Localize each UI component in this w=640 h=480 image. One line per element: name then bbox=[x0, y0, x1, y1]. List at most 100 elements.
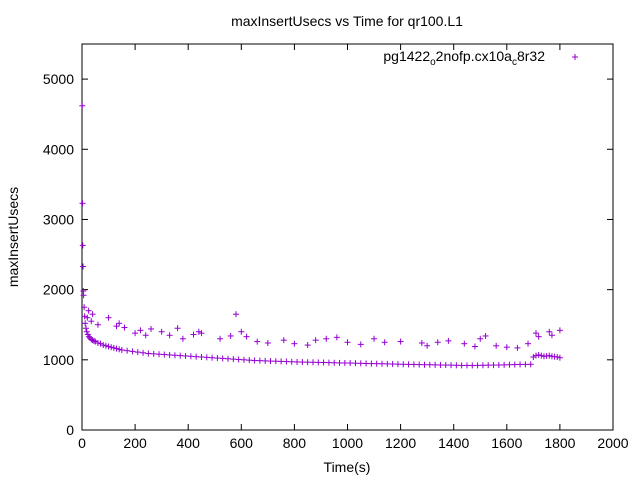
data-point bbox=[490, 362, 497, 369]
data-point bbox=[124, 347, 131, 354]
data-point bbox=[506, 361, 513, 368]
x-axis-label: Time(s) bbox=[324, 459, 371, 475]
data-point bbox=[264, 339, 271, 346]
x-tick-label: 200 bbox=[123, 435, 147, 451]
data-point bbox=[546, 352, 553, 359]
legend-label-part: 2nofp.cx10a bbox=[436, 48, 512, 64]
data-point bbox=[442, 362, 449, 369]
data-point bbox=[432, 361, 439, 368]
legend-label-subscript: c bbox=[512, 57, 517, 68]
data-point bbox=[174, 325, 181, 332]
data-point bbox=[283, 358, 290, 365]
legend-label-part: pg1422 bbox=[383, 48, 430, 64]
x-tick-label: 2000 bbox=[597, 435, 628, 451]
data-point bbox=[142, 332, 149, 339]
data-point bbox=[535, 351, 542, 358]
x-tick-label: 1600 bbox=[491, 435, 522, 451]
data-point bbox=[84, 314, 91, 321]
data-point bbox=[554, 354, 561, 361]
data-point bbox=[485, 362, 492, 369]
data-point bbox=[323, 335, 330, 342]
data-point bbox=[219, 355, 226, 362]
data-point bbox=[116, 320, 123, 327]
data-point bbox=[410, 361, 417, 368]
y-tick-label: 5000 bbox=[43, 71, 74, 87]
data-point bbox=[522, 361, 529, 368]
x-tick-label: 600 bbox=[230, 435, 254, 451]
data-point bbox=[246, 357, 253, 364]
data-point bbox=[118, 346, 125, 353]
data-point bbox=[80, 263, 87, 270]
data-point bbox=[116, 346, 123, 353]
data-point bbox=[299, 359, 306, 366]
data-point bbox=[471, 343, 478, 350]
data-point bbox=[477, 335, 484, 342]
data-point bbox=[83, 328, 90, 335]
data-point bbox=[291, 340, 298, 347]
data-point bbox=[97, 340, 104, 347]
data-point bbox=[546, 328, 553, 335]
data-point bbox=[416, 361, 423, 368]
data-point bbox=[89, 337, 96, 344]
data-point bbox=[203, 354, 210, 361]
data-point bbox=[493, 342, 500, 349]
x-axis: 0 200 400 600 800 1000 1200 1400 1600 1800 2000 bbox=[78, 44, 629, 451]
legend-label: pg1422o2nofp.cx10ac8r32 bbox=[383, 48, 545, 68]
data-point bbox=[312, 337, 319, 344]
data-point bbox=[341, 359, 348, 366]
data-point bbox=[400, 361, 407, 368]
chart-title: maxInsertUsecs vs Time for qr100.L1 bbox=[231, 13, 463, 29]
data-point bbox=[320, 359, 327, 366]
data-point bbox=[381, 339, 388, 346]
data-point bbox=[79, 102, 86, 109]
data-point bbox=[113, 323, 120, 330]
data-point bbox=[463, 362, 470, 369]
data-point bbox=[333, 334, 340, 341]
data-point bbox=[90, 337, 97, 344]
x-tick-label: 1800 bbox=[544, 435, 575, 451]
data-point bbox=[158, 328, 165, 335]
data-point bbox=[280, 337, 287, 344]
data-point bbox=[373, 360, 380, 367]
data-point bbox=[105, 343, 112, 350]
y-tick-label: 0 bbox=[66, 422, 74, 438]
data-point bbox=[81, 313, 88, 320]
data-point bbox=[352, 360, 359, 367]
data-point bbox=[426, 361, 433, 368]
data-point bbox=[357, 341, 364, 348]
data-point bbox=[232, 311, 239, 318]
data-point bbox=[434, 339, 441, 346]
data-point bbox=[177, 352, 184, 359]
data-point bbox=[474, 362, 481, 369]
data-point bbox=[397, 338, 404, 345]
data-point bbox=[113, 345, 120, 352]
data-point bbox=[445, 337, 452, 344]
data-point bbox=[94, 321, 101, 328]
data-point bbox=[132, 330, 139, 337]
data-point bbox=[134, 349, 141, 356]
x-tick-label: 0 bbox=[78, 435, 86, 451]
data-point bbox=[150, 350, 157, 357]
data-point bbox=[190, 331, 197, 338]
data-point bbox=[421, 361, 428, 368]
data-point bbox=[278, 358, 285, 365]
x-tick-label: 400 bbox=[177, 435, 201, 451]
data-point bbox=[517, 361, 524, 368]
data-point bbox=[235, 356, 242, 363]
data-point bbox=[331, 359, 338, 366]
data-point bbox=[347, 360, 354, 367]
data-point bbox=[105, 314, 112, 321]
data-point bbox=[527, 361, 534, 368]
data-point bbox=[304, 359, 311, 366]
data-point bbox=[256, 357, 263, 364]
data-point bbox=[251, 357, 258, 364]
data-point bbox=[155, 351, 162, 358]
data-point bbox=[389, 361, 396, 368]
data-point bbox=[315, 359, 322, 366]
data-point bbox=[453, 362, 460, 369]
data-point bbox=[161, 351, 168, 358]
data-point bbox=[394, 361, 401, 368]
data-point bbox=[556, 327, 563, 334]
y-axis: 0 1000 2000 3000 4000 5000 bbox=[43, 71, 613, 438]
